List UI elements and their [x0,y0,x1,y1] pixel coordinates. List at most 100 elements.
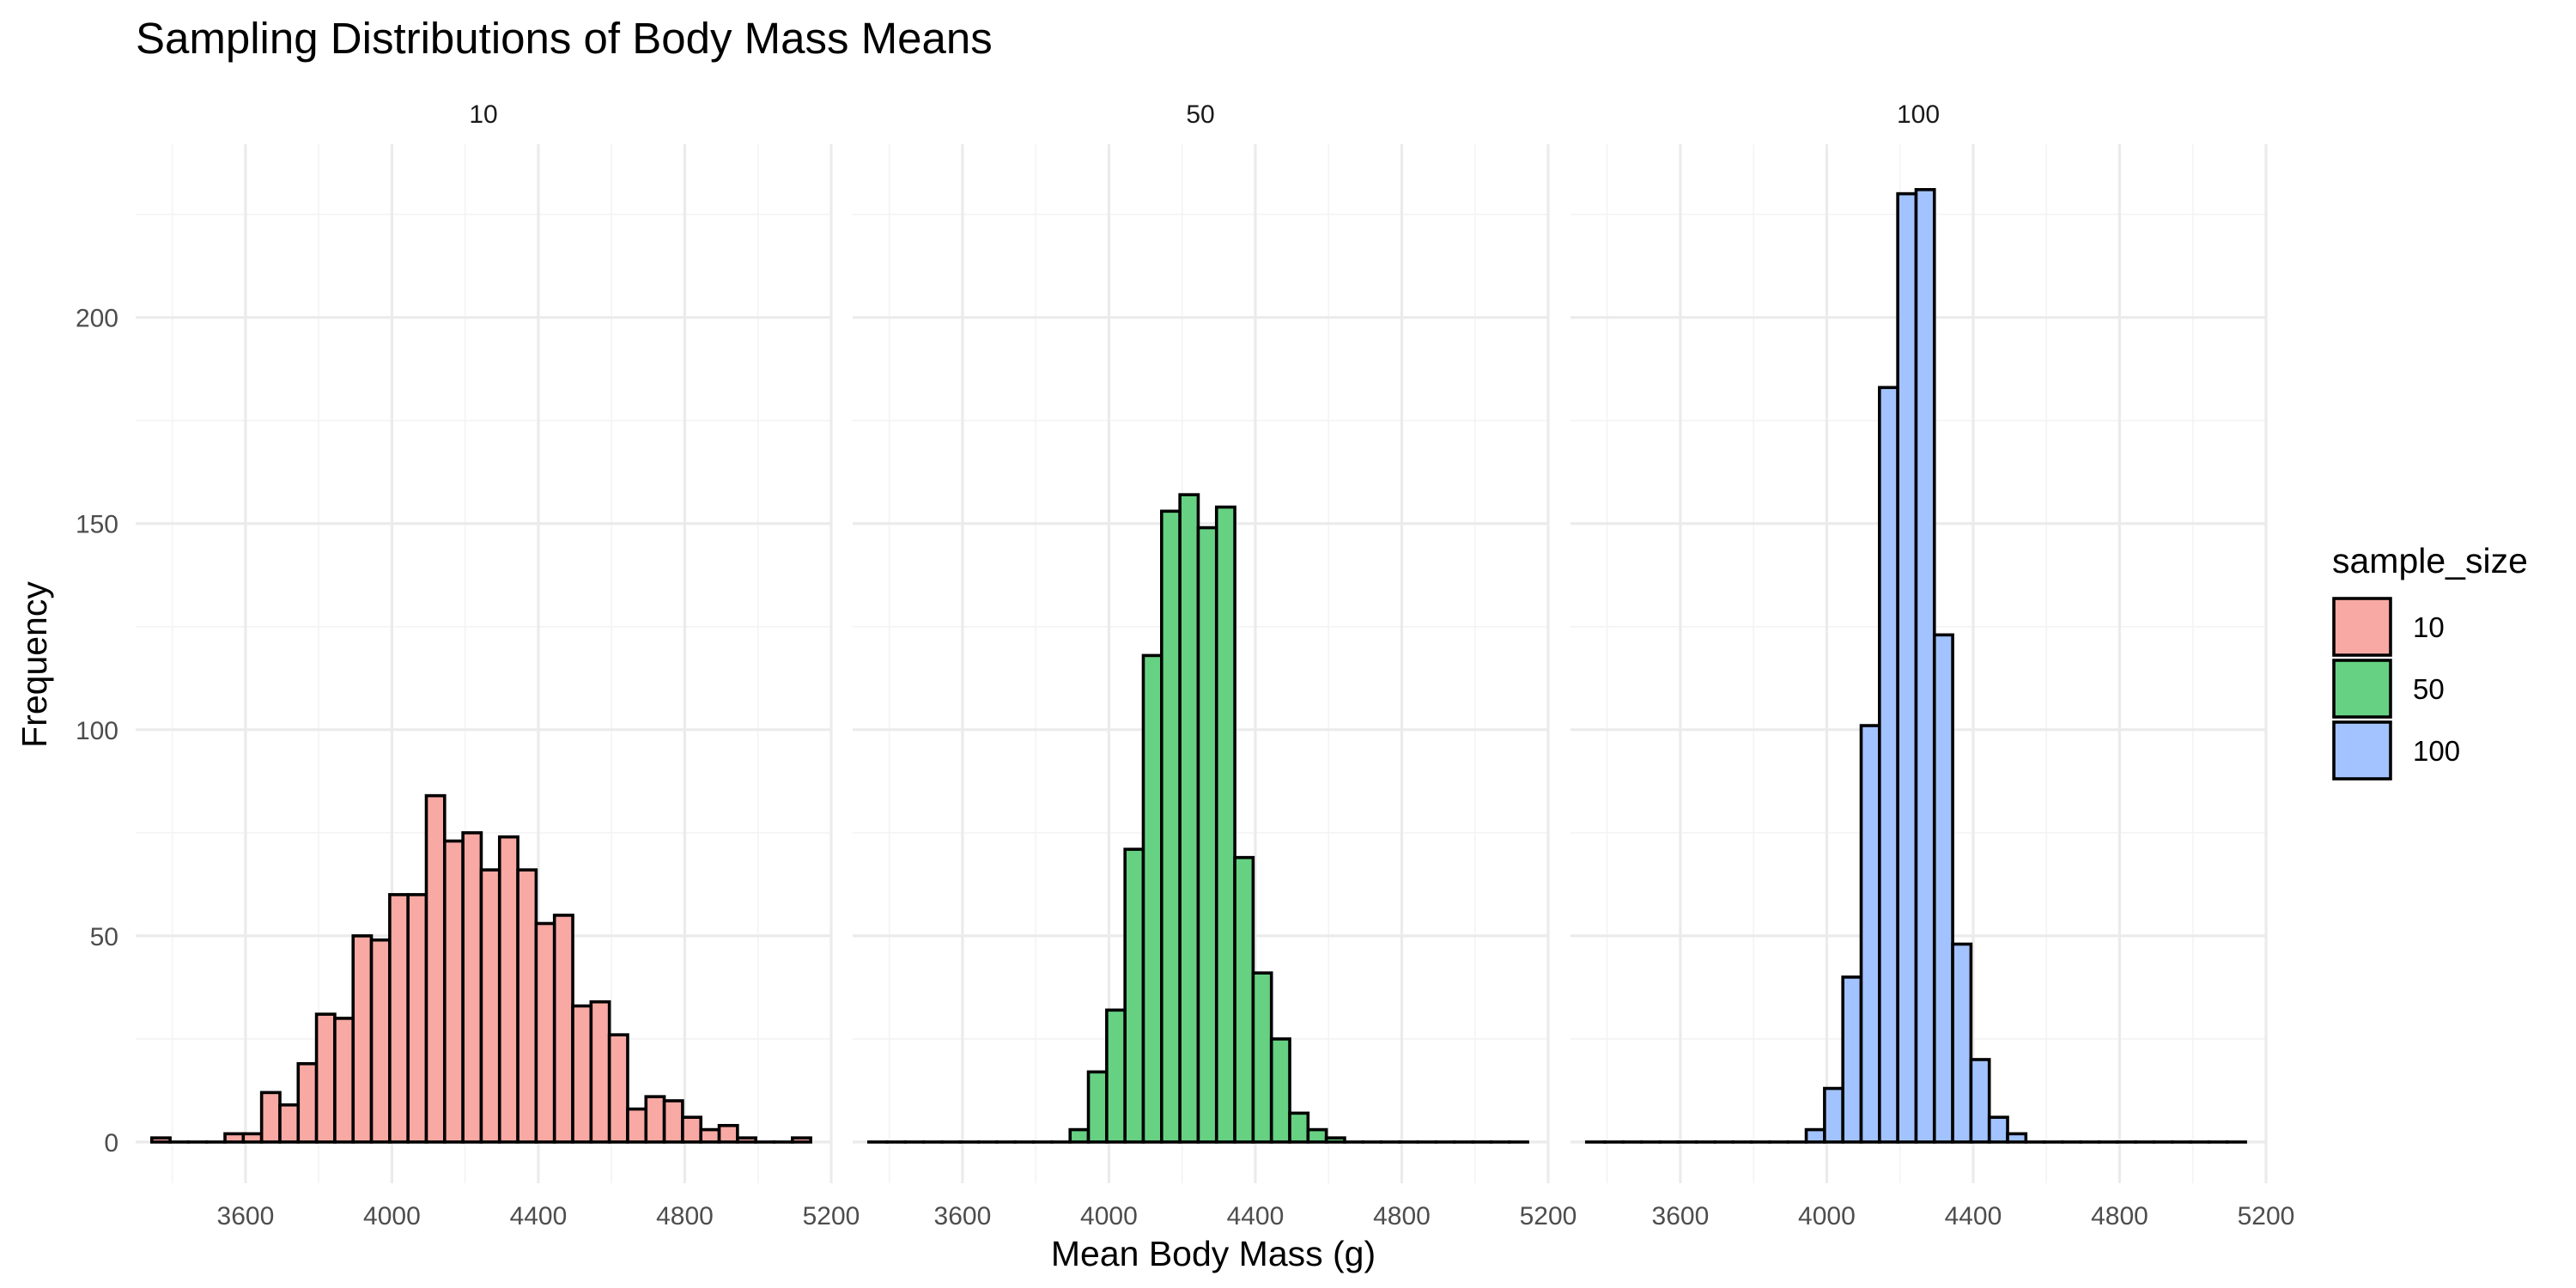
histogram-bar [571,1004,593,1144]
x-tick-label: 4800 [656,1202,714,1230]
histogram-bar [278,1103,301,1144]
facet-strip-label: 50 [1186,100,1214,129]
legend-swatch [2332,659,2392,719]
x-tick-label: 4000 [363,1202,421,1230]
y-axis-title: Frequency [15,581,54,748]
histogram-bar [241,1132,264,1144]
legend-item-10: 10 [2332,597,2445,657]
histogram-bar [717,1123,739,1144]
histogram-bar [369,938,392,1144]
legend-swatch [2332,720,2392,781]
histogram-bar [1951,942,1973,1144]
x-tick-label: 5200 [2238,1202,2295,1230]
histogram-bar [699,1127,721,1144]
x-tick-label: 4400 [1945,1202,2002,1230]
legend-entries: 10 50 100 [2332,597,2460,781]
histogram-bar [296,1061,319,1144]
x-tick-label: 5200 [1520,1202,1577,1230]
histogram-bar [534,921,556,1144]
x-tick-label: 4800 [1373,1202,1431,1230]
x-axis-title: Mean Body Mass (g) [1051,1234,1376,1273]
histogram-bar [1233,855,1255,1144]
histogram-bar [333,1017,355,1144]
histogram-bar [314,1012,337,1144]
histogram-bar [607,1033,629,1144]
x-tick-label: 4800 [2091,1202,2148,1230]
legend-item-50: 50 [2332,659,2445,719]
histogram-bar [644,1095,666,1144]
legend-swatch [2332,597,2392,657]
legend-item-100: 100 [2332,720,2460,781]
histogram-bar [497,835,519,1144]
histogram-bar [1269,1037,1291,1144]
facet-panel-100: 100 3600 4000 4400 4800 5200 [1571,100,2294,1230]
histogram-bar [1306,1127,1328,1144]
histogram-bar [1105,1008,1127,1144]
facet-strip-label: 100 [1897,100,1940,129]
histogram-bar [736,1136,757,1144]
histogram-bar [1878,386,1899,1144]
histogram-bar [1178,493,1200,1144]
x-tick-label: 4000 [1798,1202,1856,1230]
facet-strip-label: 10 [469,100,497,129]
histogram-bar [424,793,447,1144]
x-tick-label: 4400 [510,1202,568,1230]
histogram-bar [681,1115,703,1144]
y-tick-label: 150 [76,511,118,539]
histogram-bar [1196,526,1218,1144]
histogram-bar [1251,971,1273,1144]
histogram-bar [1969,1058,1991,1144]
histogram-bar [552,914,574,1144]
histogram-bar [259,1091,282,1144]
histogram-bar [1086,1070,1109,1144]
histogram-bar [516,868,538,1144]
chart-title: Sampling Distributions of Body Mass Mean… [136,14,993,63]
x-tick-label: 3600 [1652,1202,1710,1230]
histogram-bar [388,893,410,1144]
y-tick-label: 0 [104,1129,118,1157]
histogram-bar [1841,975,1863,1144]
y-tick-label: 200 [76,305,118,333]
legend: sample_size 10 50 100 [2332,541,2528,781]
x-tick-label: 5200 [803,1202,860,1230]
histogram-bar [406,893,428,1144]
histogram-bar [1804,1127,1826,1144]
legend-title: sample_size [2332,541,2528,580]
histogram-bar [1123,848,1145,1144]
x-tick-label: 4400 [1227,1202,1285,1230]
histogram-bar [589,999,611,1144]
facet-panel-50: 50 3600 4000 4400 4800 5200 [853,100,1577,1230]
histogram-bar [443,839,465,1144]
histogram-bar [1160,509,1182,1144]
y-tick-label: 50 [90,923,118,951]
histogram-bar [1288,1111,1310,1144]
facet-panel-10: 10 3600 4000 4400 4800 5200 [136,100,860,1230]
histogram-bar [1068,1127,1091,1144]
facet-panels: 10 3600 4000 4400 4800 5200 50 3600 4000 4400 4800… [76,100,2294,1230]
histogram-bar [1932,633,1954,1144]
histogram-bar [1823,1086,1844,1144]
x-tick-label: 3600 [934,1202,992,1230]
histogram-bar [1859,724,1881,1144]
histogram-bar [479,868,501,1144]
y-tick-label: 100 [76,717,118,745]
legend-label: 50 [2413,673,2445,705]
histogram-bar [1141,653,1163,1144]
x-tick-label: 4000 [1080,1202,1138,1230]
histogram-bar [662,1099,684,1144]
legend-label: 100 [2413,735,2460,767]
histogram-bar [1914,188,1936,1144]
histogram-bar [791,1136,812,1144]
histogram-bar [2006,1132,2028,1144]
histogram-bar [626,1107,648,1144]
histogram-bar [461,831,483,1144]
legend-label: 10 [2413,611,2445,643]
histogram-bar [1214,505,1236,1144]
histogram-bar [223,1132,246,1144]
histogram-bar [149,1136,172,1144]
histogram-bar [351,934,374,1144]
histogram-bar [1987,1115,2009,1144]
histogram-bar [1324,1136,1346,1144]
x-tick-label: 3600 [217,1202,275,1230]
